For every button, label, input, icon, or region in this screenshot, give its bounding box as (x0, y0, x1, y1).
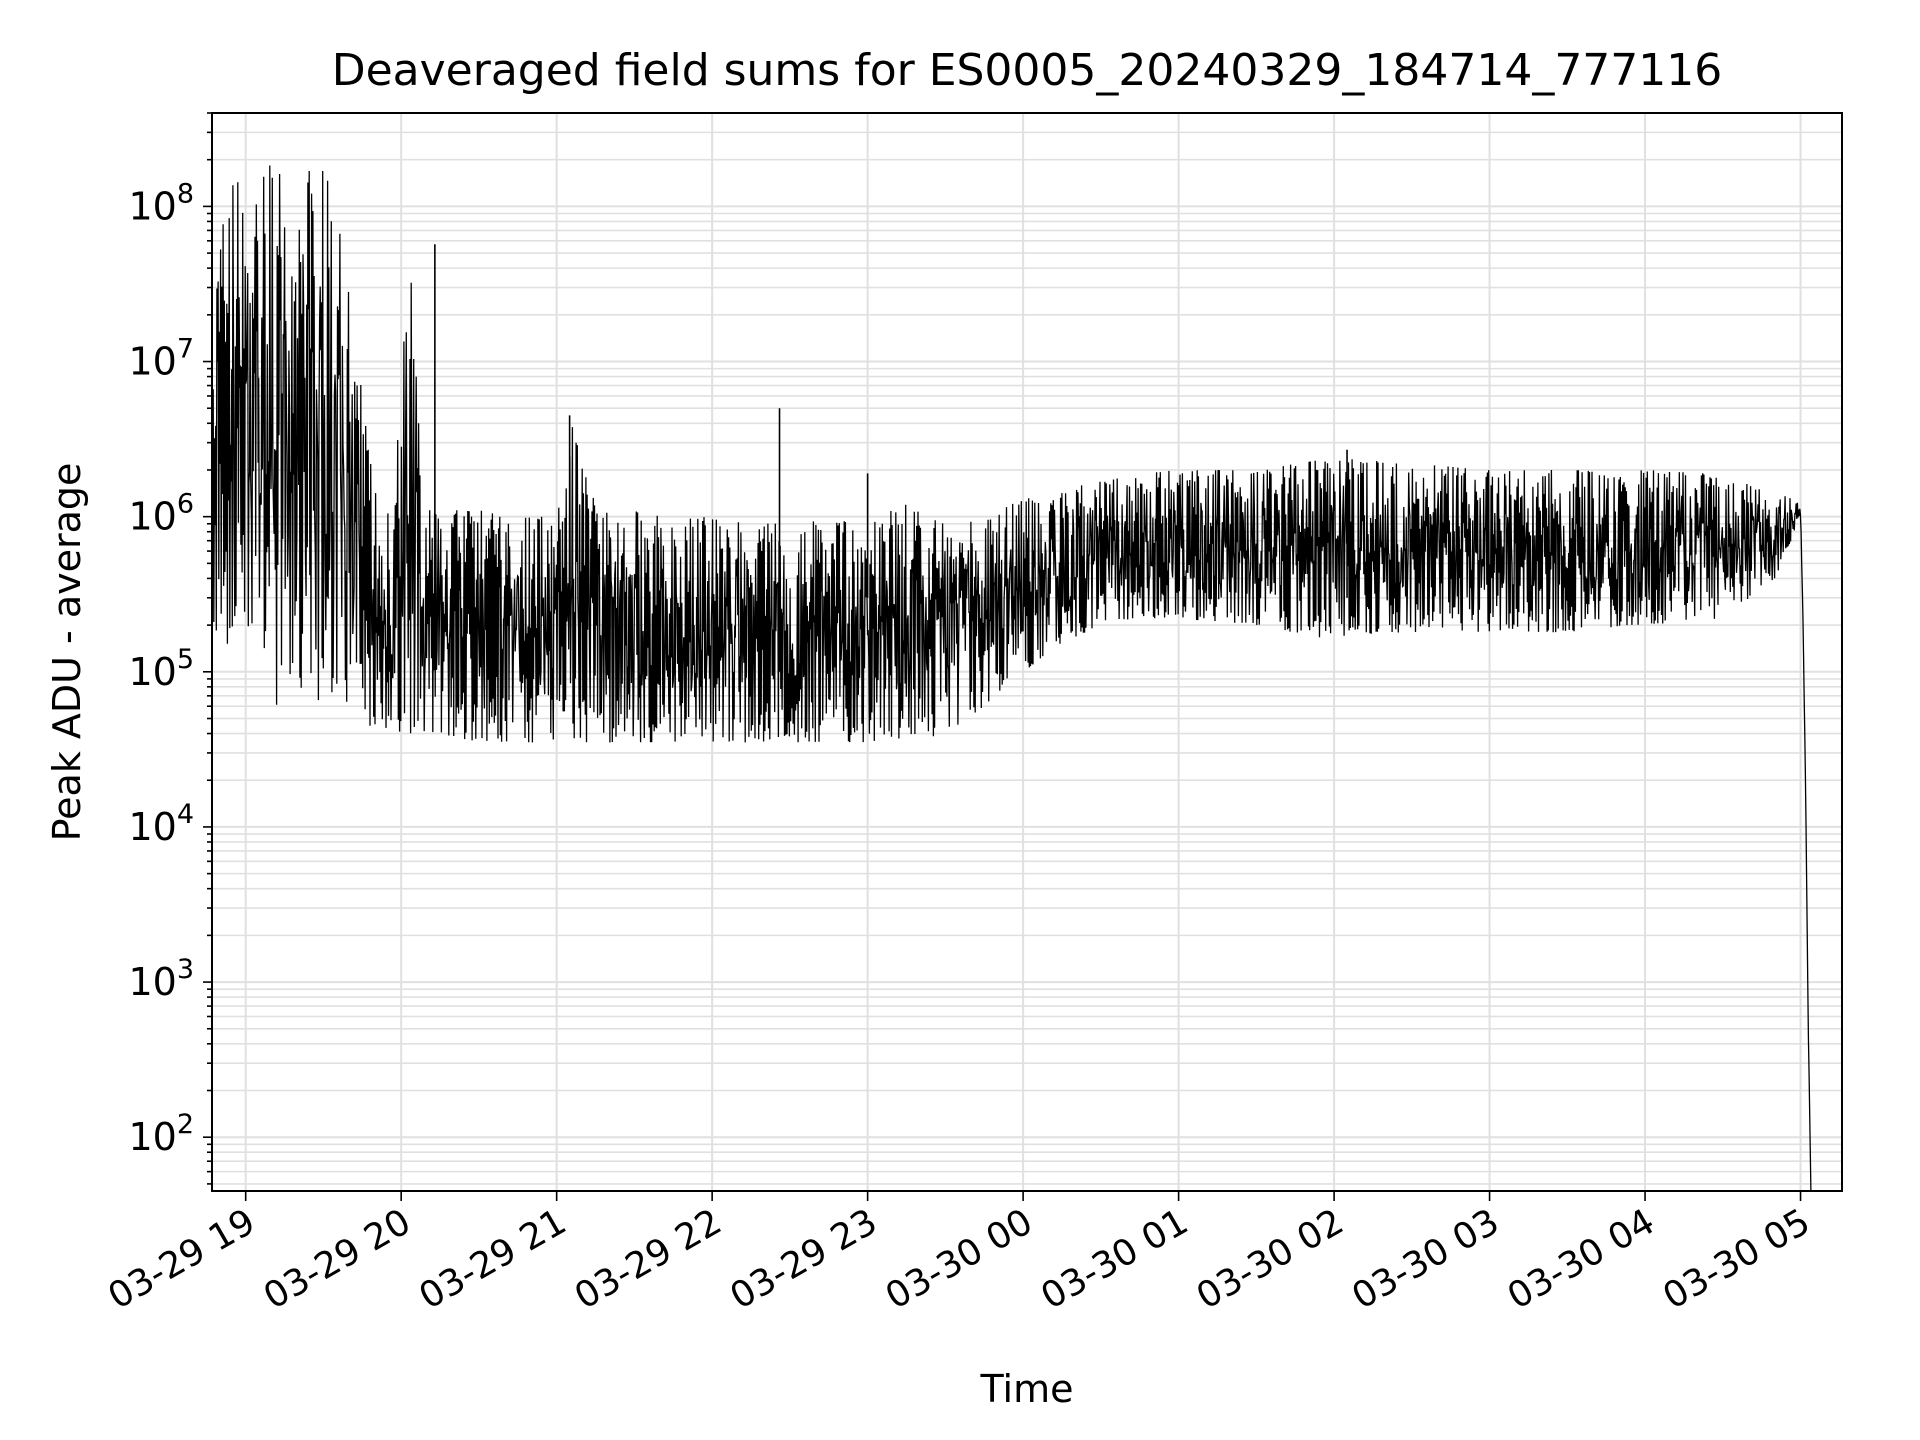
plot-frame (211, 112, 1843, 1192)
x-axis-label: Time (980, 1367, 1074, 1411)
y-tick-label: 108 (128, 178, 194, 228)
y-tick-label: 102 (128, 1109, 194, 1159)
y-tick-label: 105 (128, 644, 194, 694)
y-axis-label: Peak ADU - average (45, 463, 89, 842)
y-tick-label: 106 (128, 489, 194, 539)
chart-title: Deaveraged field sums for ES0005_2024032… (332, 45, 1723, 96)
y-tick-label: 103 (128, 954, 194, 1004)
y-tick-label: 107 (128, 334, 194, 384)
y-tick-label: 104 (128, 799, 194, 849)
series-line (211, 165, 1812, 1192)
data-area (211, 165, 1812, 1192)
